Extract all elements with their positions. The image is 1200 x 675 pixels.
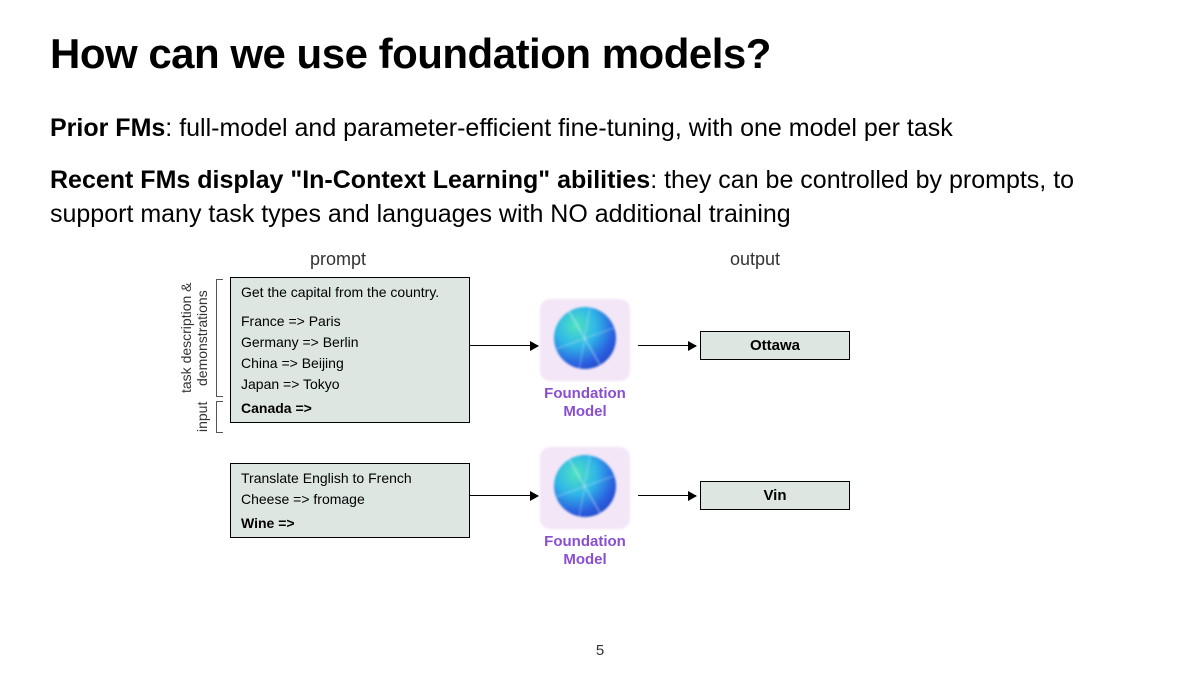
prompt2-demo-0: Cheese => fromage	[241, 490, 459, 509]
fm2-caption: Foundation Model	[530, 533, 640, 568]
arrow-fm-to-o1	[638, 345, 696, 346]
bracket-input	[216, 401, 217, 433]
prompt1-demo-0: France => Paris	[241, 312, 459, 331]
bullet-prior-fms-bold: Prior FMs	[50, 114, 165, 142]
label-input: input	[194, 401, 210, 433]
foundation-model-1: Foundation Model	[530, 299, 640, 420]
slide-title: How can we use foundation models?	[50, 30, 1150, 78]
bullet-recent-fms-bold: Recent FMs display "In-Context Learning"…	[50, 166, 650, 194]
foundation-model-2: Foundation Model	[530, 447, 640, 568]
page-number: 5	[596, 642, 604, 659]
globe-icon	[554, 455, 616, 517]
header-output: output	[730, 249, 780, 270]
bullet-recent-fms: Recent FMs display "In-Context Learning"…	[50, 164, 1150, 232]
arrow-p2-to-fm	[470, 495, 538, 496]
arrow-p1-to-fm	[470, 345, 538, 346]
globe-icon	[554, 307, 616, 369]
output-box-1: Ottawa	[700, 331, 850, 360]
fm1-glow	[540, 299, 630, 381]
prompt1-demo-3: Japan => Tokyo	[241, 375, 459, 394]
label-task-desc: task description & demonstrations	[178, 279, 210, 397]
prompt1-input: Canada =>	[241, 400, 459, 416]
header-prompt: prompt	[310, 249, 366, 270]
prompt1-header: Get the capital from the country.	[241, 284, 459, 300]
prompt-box-capitals: Get the capital from the country. France…	[230, 277, 470, 423]
fm1-caption: Foundation Model	[530, 385, 640, 420]
bracket-task-desc	[216, 279, 217, 397]
output-box-2: Vin	[700, 481, 850, 510]
prompt1-demo-1: Germany => Berlin	[241, 333, 459, 352]
prompt2-input: Wine =>	[241, 515, 459, 531]
prompt2-header: Translate English to French	[241, 470, 459, 486]
icl-diagram: prompt output task description & demonst…	[160, 249, 1040, 609]
prompt1-demo-2: China => Beijing	[241, 354, 459, 373]
fm2-glow	[540, 447, 630, 529]
slide: How can we use foundation models? Prior …	[0, 0, 1200, 675]
bullet-prior-fms: Prior FMs: full-model and parameter-effi…	[50, 112, 1150, 146]
bullet-prior-fms-rest: : full-model and parameter-efficient fin…	[165, 114, 952, 142]
prompt-box-translate: Translate English to French Cheese => fr…	[230, 463, 470, 538]
arrow-fm-to-o2	[638, 495, 696, 496]
